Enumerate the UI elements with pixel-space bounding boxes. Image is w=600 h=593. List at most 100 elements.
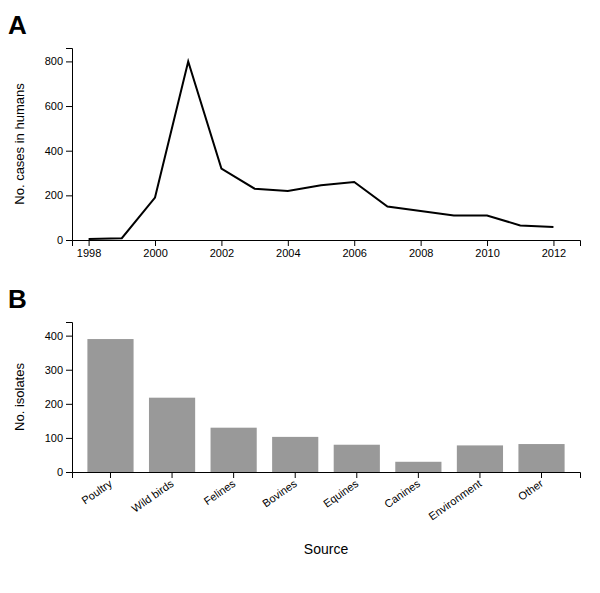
tick-label: 2010 [475, 247, 499, 259]
tick-mark [487, 240, 488, 246]
tick-label: 200 [45, 189, 63, 201]
tick: 100 [45, 432, 72, 444]
tick: 2000 [143, 240, 167, 259]
tick-label: 600 [45, 100, 63, 112]
tick-label: 400 [45, 145, 63, 157]
tick: Equines [321, 472, 361, 510]
tick: 2002 [210, 240, 234, 259]
chart: 0200400600800199820002002200420062008201… [0, 0, 600, 593]
tick-label: 2012 [542, 247, 566, 259]
tick: Felines [201, 472, 237, 507]
axis-line [66, 49, 73, 241]
bar [457, 445, 503, 472]
tick: 2010 [475, 240, 499, 259]
tick-mark [110, 472, 111, 478]
tick: 300 [45, 364, 72, 376]
tick-mark [66, 61, 72, 62]
tick-mark [66, 106, 72, 107]
y-axis: 0 100 200 300 400 [45, 323, 73, 479]
tick-label: Wild birds [129, 477, 176, 515]
tick: Poultry [79, 472, 114, 507]
tick-label: 2000 [143, 247, 167, 259]
y-axis-title: No. isolates [12, 363, 27, 431]
tick-mark [354, 240, 355, 246]
y-axis: 0 200 400 600 800 [45, 49, 73, 247]
tick: 200 [45, 398, 72, 410]
tick-label: 2008 [409, 247, 433, 259]
tick-label: Canines [382, 477, 422, 510]
panel-label: A [8, 10, 27, 40]
y-axis-title: No. cases in humans [12, 83, 27, 205]
tick-mark [66, 195, 72, 196]
tick: 400 [45, 145, 72, 157]
tick-label: 200 [45, 398, 63, 410]
tick: 0 [57, 234, 72, 246]
tick-label: Bovines [260, 477, 299, 510]
tick-mark [221, 240, 222, 246]
tick-label: Poultry [79, 477, 114, 507]
tick: 200 [45, 189, 72, 201]
axis-line [66, 323, 73, 473]
bar [518, 444, 564, 472]
tick: Canines [382, 472, 422, 510]
tick-mark [288, 240, 289, 246]
bar [334, 445, 380, 472]
tick-mark [66, 472, 72, 473]
tick: 800 [45, 55, 72, 67]
panel: 0 200 400 600 800 1998 2000 2002 2004 2006 2008 201… [8, 10, 581, 259]
tick-mark [66, 336, 72, 337]
tick-label: 100 [45, 432, 63, 444]
tick-mark [356, 472, 357, 478]
tick: Wild birds [129, 472, 176, 515]
line [89, 61, 554, 238]
tick: Other [516, 472, 546, 503]
bar [87, 339, 133, 472]
tick-mark [66, 151, 72, 152]
panel: 0 100 200 300 400 Poultry Wild birds Felines Bov… [8, 284, 581, 557]
axis-line [73, 241, 581, 247]
bar [395, 462, 441, 472]
tick: 2012 [542, 240, 566, 259]
x-axis: Poultry Wild birds Felines Bovines Equines Ca… [73, 472, 581, 522]
bar [211, 428, 257, 472]
bar [272, 437, 318, 472]
tick-label: 0 [57, 466, 63, 478]
x-axis: 1998 2000 2002 2004 2006 2008 2010 2012 [73, 240, 581, 259]
tick: 0 [57, 466, 72, 478]
tick-label: 2002 [210, 247, 234, 259]
tick-label: Other [516, 477, 546, 503]
tick: Bovines [260, 472, 299, 509]
tick-mark [295, 472, 296, 478]
tick-label: 2004 [276, 247, 300, 259]
tick: 1998 [77, 240, 101, 259]
tick-label: 1998 [77, 247, 101, 259]
tick: 2006 [342, 240, 366, 259]
tick-mark [66, 240, 72, 241]
tick-label: 0 [57, 234, 63, 246]
tick-mark [233, 472, 234, 478]
tick: 2004 [276, 240, 300, 259]
tick-mark [479, 472, 480, 478]
tick-mark [172, 472, 173, 478]
tick-label: Environment [426, 477, 483, 522]
tick: 2008 [409, 240, 433, 259]
tick-mark [66, 438, 72, 439]
plot-area [89, 61, 554, 238]
tick-mark [553, 240, 554, 246]
tick-mark [541, 472, 542, 478]
tick-mark [418, 472, 419, 478]
tick-label: Equines [321, 477, 361, 510]
tick: Environment [426, 472, 483, 522]
tick-mark [421, 240, 422, 246]
plot-area [87, 339, 564, 472]
tick-label: 400 [45, 330, 63, 342]
bar [149, 398, 195, 472]
x-axis-title: Source [304, 541, 349, 557]
tick: 400 [45, 330, 72, 342]
tick-mark [155, 240, 156, 246]
tick-mark [66, 404, 72, 405]
tick-label: 300 [45, 364, 63, 376]
tick-label: 2006 [342, 247, 366, 259]
panel-label: B [8, 284, 27, 314]
tick-label: Felines [201, 477, 237, 507]
